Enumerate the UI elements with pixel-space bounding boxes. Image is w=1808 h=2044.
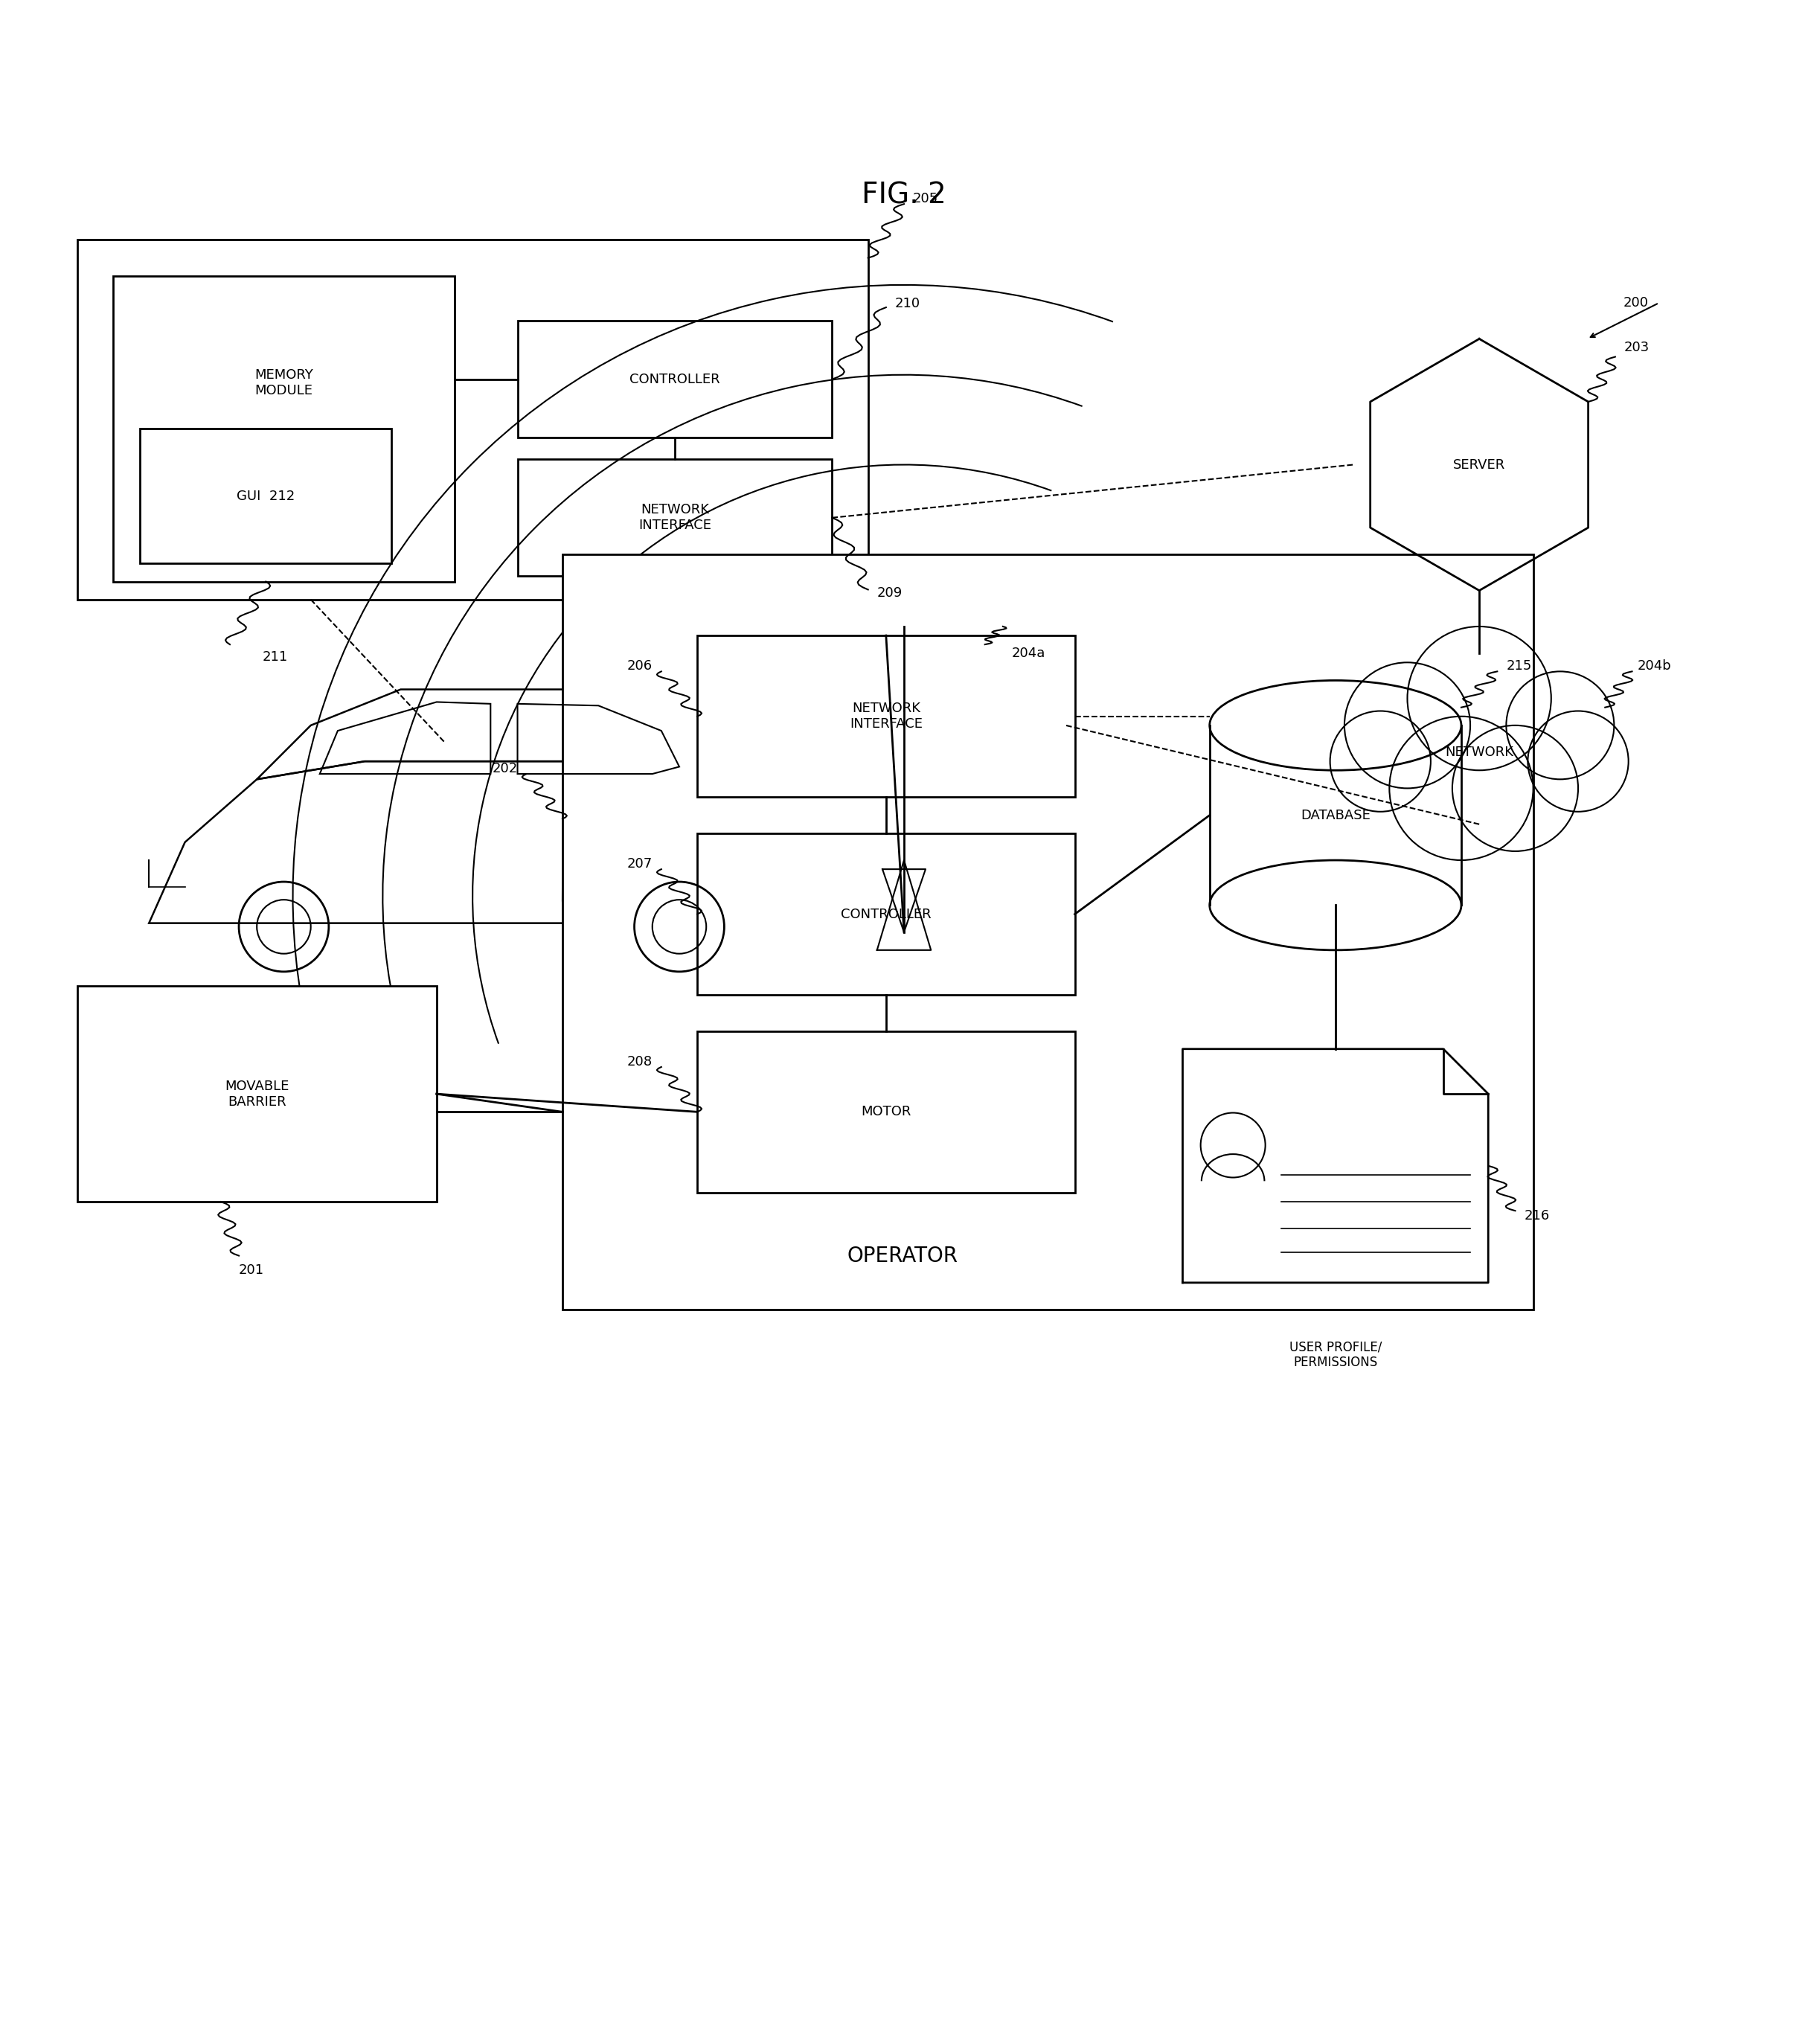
Polygon shape: [877, 861, 931, 950]
Text: FIG. 2: FIG. 2: [862, 180, 946, 208]
Text: OPERATOR: OPERATOR: [846, 1245, 958, 1265]
Text: 202: 202: [492, 762, 517, 775]
Text: MEMORY
MODULE: MEMORY MODULE: [255, 368, 313, 397]
Text: 200: 200: [1624, 296, 1649, 309]
Text: NETWORK
INTERFACE: NETWORK INTERFACE: [850, 701, 922, 732]
Text: CONTROLLER: CONTROLLER: [629, 372, 720, 386]
Bar: [139, 429, 392, 564]
Text: MOVABLE
BARRIER: MOVABLE BARRIER: [224, 1079, 289, 1108]
Polygon shape: [1370, 339, 1587, 591]
Circle shape: [1528, 711, 1629, 811]
Text: 210: 210: [895, 296, 920, 311]
Text: NETWORK: NETWORK: [1445, 746, 1513, 758]
Text: 204a: 204a: [1012, 646, 1045, 660]
Polygon shape: [882, 869, 926, 932]
Text: 207: 207: [627, 856, 653, 871]
Bar: [517, 321, 832, 437]
Text: 205: 205: [913, 192, 938, 204]
Circle shape: [1452, 726, 1578, 850]
Text: 208: 208: [627, 1055, 653, 1069]
Polygon shape: [1182, 1049, 1488, 1284]
Text: USER PROFILE/
PERMISSIONS: USER PROFILE/ PERMISSIONS: [1289, 1341, 1381, 1369]
Bar: [114, 276, 454, 583]
Bar: [562, 554, 1533, 1310]
Bar: [78, 985, 436, 1202]
Bar: [698, 1030, 1074, 1194]
Circle shape: [1345, 662, 1470, 789]
Bar: [698, 834, 1074, 995]
Text: 204b: 204b: [1638, 660, 1671, 672]
Text: 203: 203: [1624, 341, 1649, 354]
Bar: [78, 239, 868, 599]
Text: 209: 209: [877, 587, 902, 601]
Text: 211: 211: [262, 650, 287, 664]
Bar: [698, 636, 1074, 797]
Text: 215: 215: [1506, 660, 1531, 672]
Circle shape: [1331, 711, 1430, 811]
Text: 216: 216: [1524, 1210, 1549, 1222]
Text: NETWORK
INTERFACE: NETWORK INTERFACE: [638, 503, 711, 531]
Text: MOTOR: MOTOR: [861, 1106, 911, 1118]
Circle shape: [1389, 715, 1533, 861]
Text: 206: 206: [627, 660, 653, 672]
Circle shape: [1506, 670, 1615, 779]
Text: SERVER: SERVER: [1454, 458, 1506, 472]
Text: CONTROLLER: CONTROLLER: [841, 908, 931, 922]
Text: GUI  212: GUI 212: [237, 489, 295, 503]
Bar: [517, 460, 832, 576]
Text: DATABASE: DATABASE: [1300, 809, 1370, 822]
Text: 201: 201: [239, 1263, 264, 1278]
Polygon shape: [1210, 726, 1461, 905]
Circle shape: [1407, 628, 1551, 771]
